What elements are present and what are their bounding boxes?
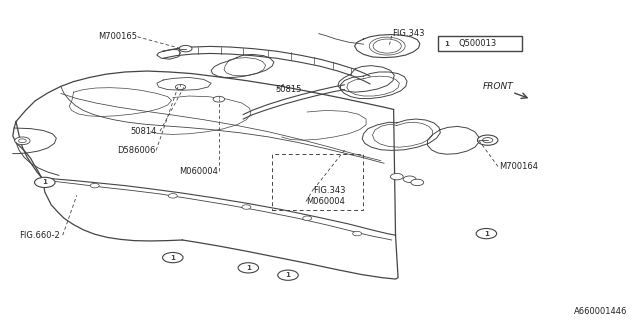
Circle shape [175,84,186,90]
Text: M700164: M700164 [499,162,538,171]
Text: M060004: M060004 [179,167,218,176]
Text: 1: 1 [246,265,251,271]
Text: FIG.343: FIG.343 [392,29,424,38]
Text: FIG.660-2: FIG.660-2 [19,231,60,240]
Circle shape [476,228,497,239]
Circle shape [440,40,453,47]
Text: 50814: 50814 [131,127,157,136]
Bar [438,36,522,51]
Circle shape [19,139,26,143]
Circle shape [483,138,493,143]
Text: 50815: 50815 [275,85,301,94]
Circle shape [477,135,498,145]
Text: FRONT: FRONT [483,82,514,91]
Circle shape [390,173,403,180]
Text: 1: 1 [484,231,489,236]
Text: FIG.343: FIG.343 [314,186,346,195]
Circle shape [278,270,298,280]
Text: M700165: M700165 [99,32,138,41]
Circle shape [403,176,416,182]
Circle shape [373,39,401,53]
Text: D586006: D586006 [117,146,156,155]
Circle shape [353,231,362,236]
Circle shape [238,263,259,273]
Circle shape [213,96,225,102]
Circle shape [15,137,30,145]
Text: 1: 1 [170,255,175,260]
Text: 1: 1 [42,180,47,185]
Text: M060004: M060004 [306,197,345,206]
Bar [272,154,363,210]
Circle shape [179,45,192,52]
Circle shape [303,216,312,220]
Circle shape [163,252,183,263]
Circle shape [242,205,251,209]
Text: A660001446: A660001446 [574,308,627,316]
Circle shape [411,179,424,186]
Circle shape [369,37,405,55]
Circle shape [168,194,177,198]
Text: 1: 1 [285,272,291,278]
Text: Q500013: Q500013 [458,39,497,48]
Circle shape [35,177,55,188]
Circle shape [90,183,99,188]
Text: 1: 1 [444,41,449,46]
